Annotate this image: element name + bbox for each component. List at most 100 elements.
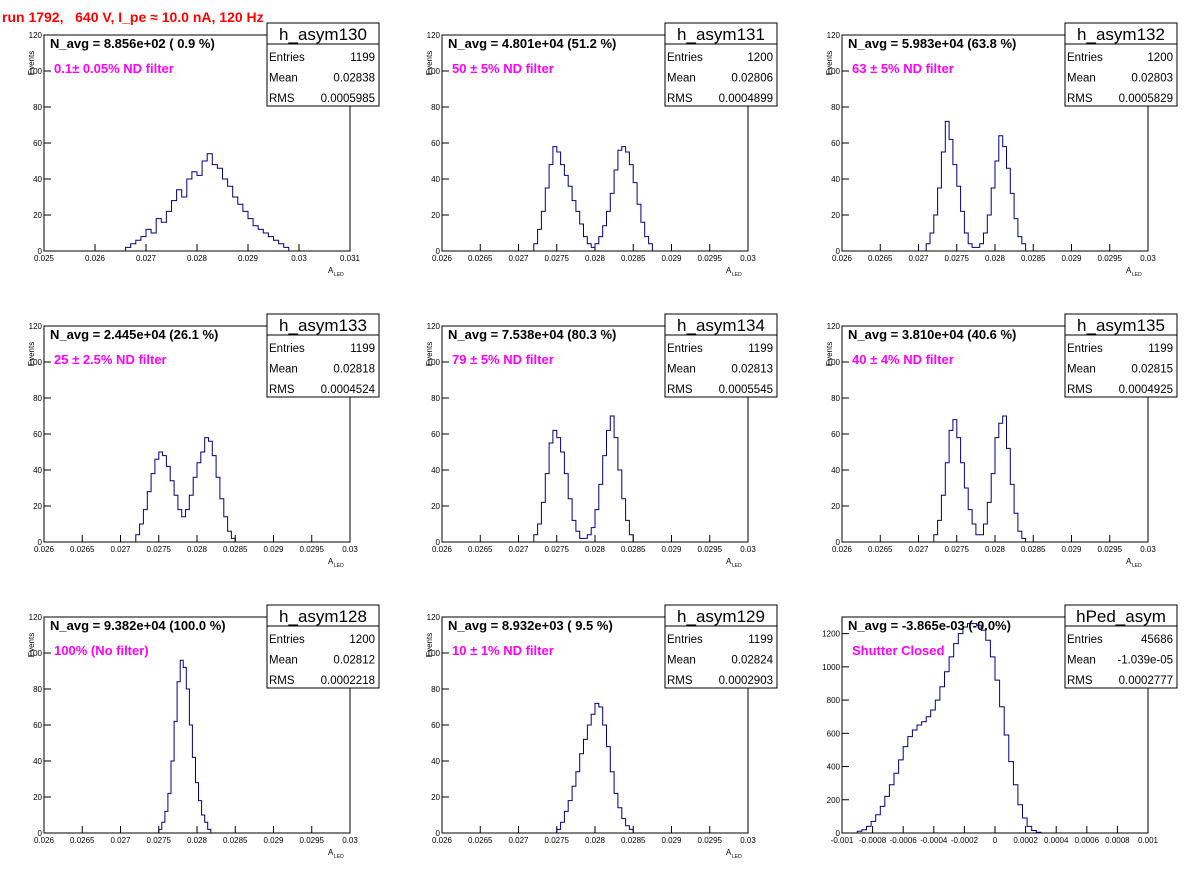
x-axis-label-subscript: LED — [732, 854, 742, 860]
x-tick-label: 0.027 — [908, 545, 929, 554]
x-tick-label: 0.0285 — [621, 254, 646, 263]
x-tick-label: 0.029 — [661, 836, 682, 845]
y-tick-label: 60 — [831, 139, 840, 148]
y-tick-label: 80 — [831, 394, 840, 403]
x-tick-label: 0.03 — [1140, 545, 1156, 554]
histogram-line — [556, 702, 634, 833]
x-tick-label: 0.028 — [585, 254, 606, 263]
y-tick-label: 80 — [431, 103, 440, 112]
x-tick-label: 0.03 — [740, 836, 756, 845]
x-axis-label: A — [328, 848, 334, 857]
x-tick-label: 0.028 — [187, 254, 208, 263]
x-tick-label: 0.029 — [238, 254, 259, 263]
x-axis-label-subscript: LED — [732, 272, 742, 278]
y-tick-label: 120 — [427, 322, 441, 331]
y-tick-label: 40 — [831, 175, 840, 184]
stats-value-entries: 1199 — [1148, 343, 1173, 355]
x-tick-label: -0.0004 — [920, 836, 948, 845]
x-tick-label: 0.0006 — [1075, 836, 1100, 845]
stats-label-entries: Entries — [269, 52, 305, 64]
x-tick-label: 0.026 — [832, 545, 853, 554]
filter-annotation: 40 ± 4% ND filter — [852, 352, 954, 367]
stats-value-entries: 1199 — [350, 343, 375, 355]
y-axis-label: Events — [27, 633, 36, 657]
stats-label-rms: RMS — [1067, 93, 1093, 105]
x-tick-label: 0.0295 — [698, 836, 723, 845]
y-axis-label: Events — [425, 51, 434, 75]
x-tick-label: 0.0275 — [545, 545, 570, 554]
stats-value-entries: 1199 — [748, 343, 773, 355]
stats-label-mean: Mean — [667, 364, 696, 376]
x-tick-label: 0.03 — [342, 545, 358, 554]
y-tick-label: 40 — [431, 466, 440, 475]
stats-value-mean: 0.02815 — [1131, 364, 1173, 376]
x-tick-label: 0.0265 — [868, 254, 893, 263]
stats-label-mean: Mean — [269, 655, 298, 667]
y-tick-label: 120 — [29, 31, 43, 40]
stats-box: h_asym132 Entries 1200 Mean 0.02803 RMS 0.0005… — [1064, 22, 1178, 107]
stats-value-rms: 0.0005829 — [1119, 93, 1173, 105]
filter-annotation: 10 ± 1% ND filter — [452, 643, 554, 658]
stats-label-mean: Mean — [667, 655, 696, 667]
y-axis-label: Events — [27, 342, 36, 366]
histogram-pad-h_asym131: 0 20 40 60 80 100 120 0.026 0.0265 0.027 0.0275 0.0… — [425, 22, 778, 278]
y-tick-label: 0 — [436, 247, 441, 256]
filter-annotation: 79 ± 5% ND filter — [452, 352, 554, 367]
x-tick-label: 0.0295 — [300, 836, 325, 845]
y-tick-label: 20 — [431, 502, 440, 511]
stats-label-entries: Entries — [1067, 52, 1103, 64]
y-tick-label: 100 — [29, 67, 43, 76]
stats-title: h_asym135 — [1077, 316, 1165, 335]
x-axis-label: A — [1126, 557, 1132, 566]
stats-box-frame — [1064, 313, 1178, 398]
x-tick-label: 0.028 — [585, 545, 606, 554]
stats-box-frame — [664, 313, 778, 398]
x-tick-label: 0.028 — [187, 545, 208, 554]
x-tick-label: 0.031 — [340, 254, 361, 263]
stats-label-entries: Entries — [1067, 343, 1103, 355]
x-tick-label: 0 — [993, 836, 998, 845]
x-axis-label-subscript: LED — [334, 563, 344, 569]
x-tick-label: 0.026 — [34, 545, 55, 554]
x-tick-label: 0.0265 — [868, 545, 893, 554]
histogram-line — [533, 146, 653, 251]
stats-label-mean: Mean — [1067, 73, 1096, 85]
y-tick-label: 800 — [827, 696, 841, 705]
x-axis-label: A — [726, 848, 732, 857]
x-tick-label: 0.03 — [291, 254, 307, 263]
x-tick-label: 0.0285 — [1021, 254, 1046, 263]
x-tick-label: 0.027 — [136, 254, 157, 263]
stats-label-mean: Mean — [269, 73, 298, 85]
histogram-pad-h_asym134: 0 20 40 60 80 100 120 0.026 0.0265 0.027 0.0275 0.0… — [425, 313, 778, 569]
stats-label-rms: RMS — [1067, 384, 1093, 396]
y-tick-label: 100 — [29, 649, 43, 658]
y-tick-label: 600 — [827, 729, 841, 738]
stats-label-rms: RMS — [269, 675, 295, 687]
y-tick-label: 120 — [827, 322, 841, 331]
y-tick-label: 0 — [836, 829, 841, 838]
x-tick-label: 0.0004 — [1044, 836, 1069, 845]
navg-annotation: N_avg = 9.382e+04 (100.0 %) — [50, 618, 226, 633]
x-axis-label: A — [328, 557, 334, 566]
x-tick-label: 0.029 — [1061, 254, 1082, 263]
y-tick-label: 100 — [827, 358, 841, 367]
navg-annotation: N_avg = -3.865e-03 (-0.0%) — [848, 618, 1011, 633]
x-tick-label: 0.0295 — [1098, 254, 1123, 263]
y-tick-label: 120 — [427, 613, 441, 622]
y-axis-label: Events — [425, 633, 434, 657]
y-tick-label: 80 — [431, 394, 440, 403]
filter-annotation: 50 ± 5% ND filter — [452, 61, 554, 76]
stats-label-entries: Entries — [667, 634, 703, 646]
stats-value-mean: 0.02838 — [333, 73, 375, 85]
y-tick-label: 120 — [29, 322, 43, 331]
y-tick-label: 20 — [33, 211, 42, 220]
x-tick-label: 0.027 — [110, 545, 131, 554]
y-tick-label: 0 — [38, 247, 43, 256]
x-tick-label: 0.0265 — [468, 545, 493, 554]
stats-value-entries: 1199 — [748, 634, 773, 646]
y-tick-label: 80 — [33, 394, 42, 403]
y-tick-label: 0 — [38, 829, 43, 838]
x-tick-label: 0.026 — [34, 836, 55, 845]
x-axis-label: A — [328, 266, 334, 275]
x-tick-label: 0.028 — [985, 254, 1006, 263]
